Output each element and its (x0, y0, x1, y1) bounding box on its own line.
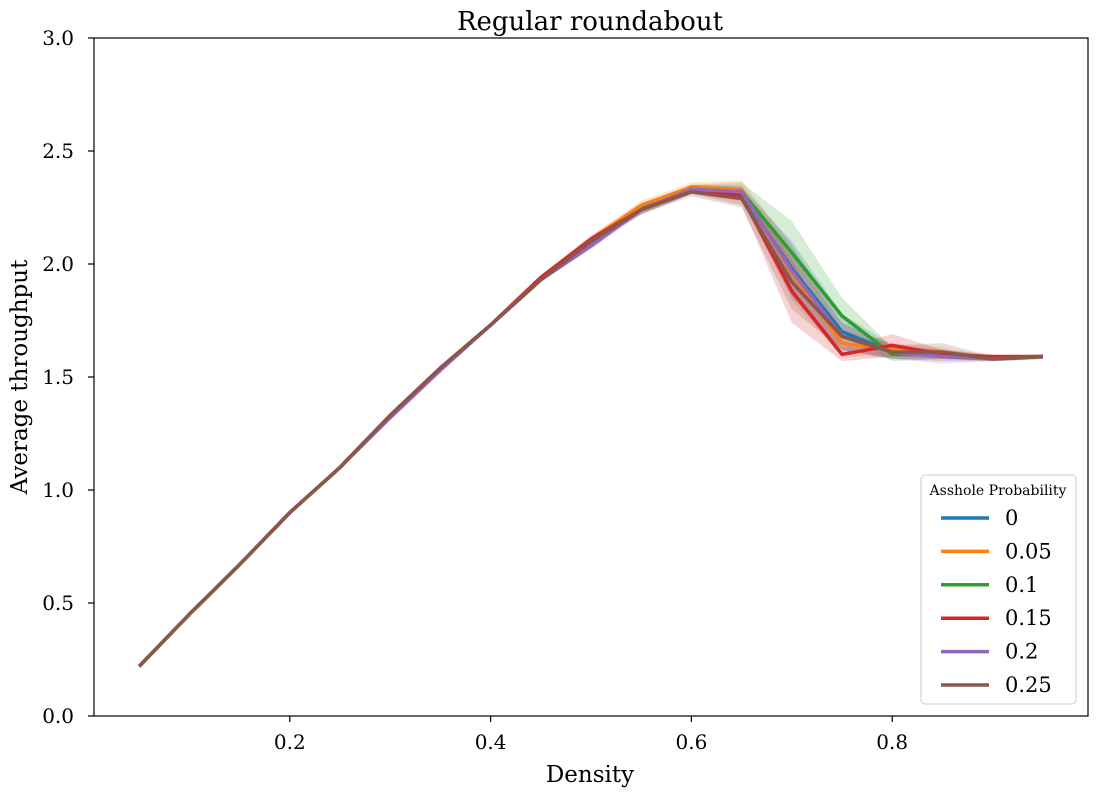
series-line-0 (137, 187, 1043, 668)
legend-label-1: 0.05 (1005, 539, 1052, 563)
x-tick-label: 0.2 (274, 730, 306, 754)
legend-label-5: 0.25 (1005, 673, 1052, 697)
y-tick-label: 1.0 (42, 478, 74, 502)
series-line-2 (137, 187, 1043, 668)
series-line-3 (137, 187, 1043, 668)
y-axis-ticks: 0.0 0.5 1.0 1.5 2.0 2.5 3.0 (42, 26, 94, 728)
confidence-bands (139, 180, 1043, 668)
series-line-1 (137, 185, 1043, 668)
confidence-band-4 (139, 184, 1043, 668)
series-line-4 (137, 187, 1043, 668)
legend: Asshole Probability 0 0.05 0.1 0.15 0.2 0.25 (920, 474, 1077, 705)
y-tick-label: 2.5 (42, 139, 74, 163)
legend-items: 0 0.05 0.1 0.15 0.2 0.25 (941, 506, 1052, 697)
legend-box (920, 474, 1077, 705)
y-tick-label: 0.5 (42, 591, 74, 615)
x-tick-label: 0.4 (475, 730, 507, 754)
series-line-5 (137, 189, 1043, 668)
y-tick-label: 0.0 (42, 704, 74, 728)
confidence-band-3 (139, 184, 1043, 668)
x-axis-title: Density (546, 762, 634, 788)
chart-title: Regular roundabout (457, 7, 724, 37)
confidence-band-0 (139, 184, 1043, 668)
y-tick-label: 1.5 (42, 365, 74, 389)
legend-label-2: 0.1 (1005, 573, 1038, 597)
y-tick-label: 2.0 (42, 252, 74, 276)
legend-title: Asshole Probability (929, 483, 1067, 499)
y-axis-title: Average throughput (7, 259, 33, 495)
y-tick-label: 3.0 (42, 26, 74, 50)
series-lines (137, 185, 1043, 668)
x-axis-ticks: 0.2 0.4 0.6 0.8 (274, 716, 908, 754)
legend-label-4: 0.2 (1005, 640, 1038, 664)
x-tick-label: 0.6 (675, 730, 707, 754)
legend-label-3: 0.15 (1005, 606, 1052, 630)
legend-label-0: 0 (1005, 506, 1018, 530)
confidence-band-2 (139, 182, 1043, 668)
x-tick-label: 0.8 (876, 730, 908, 754)
confidence-band-1 (139, 180, 1043, 668)
confidence-band-5 (139, 187, 1043, 668)
